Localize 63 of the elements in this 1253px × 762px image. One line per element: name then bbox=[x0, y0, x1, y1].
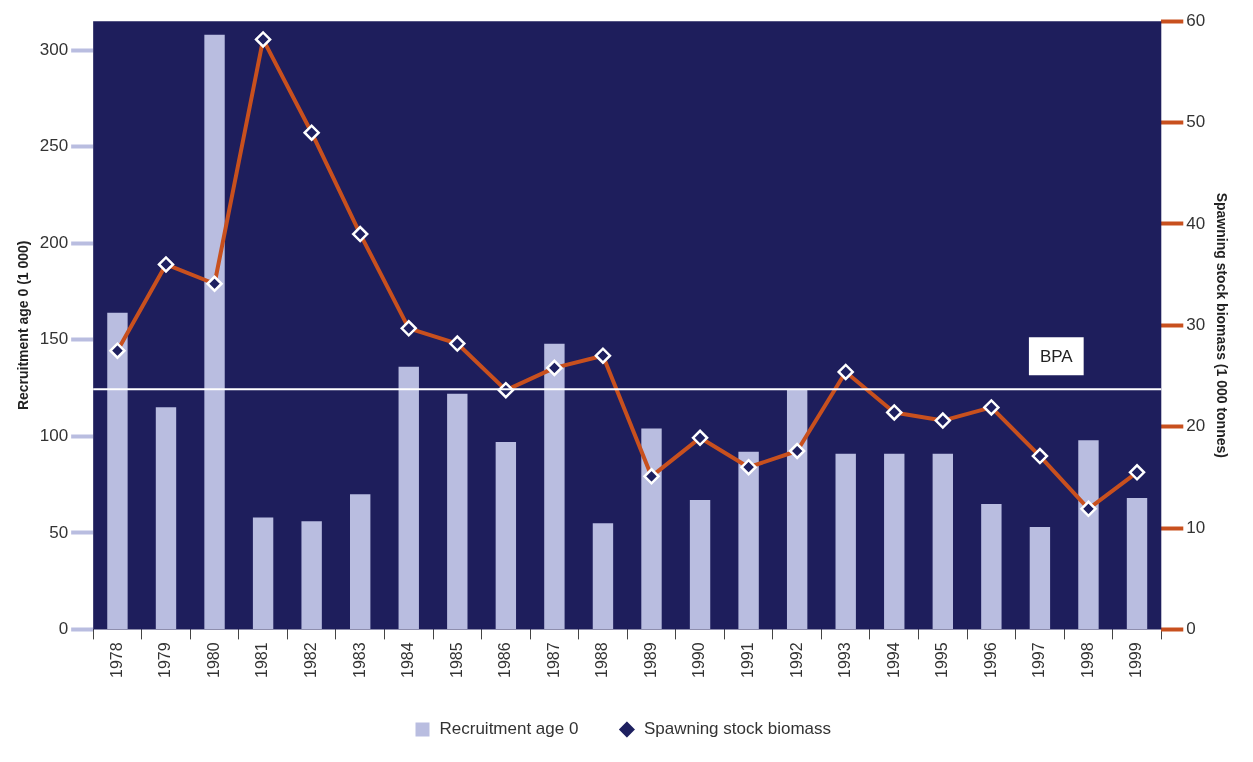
bar bbox=[252, 517, 274, 629]
x-tick-label: 1992 bbox=[787, 642, 805, 678]
bar bbox=[786, 389, 808, 629]
bar bbox=[981, 503, 1002, 629]
y-tick-label: 150 bbox=[39, 329, 69, 349]
x-tick-label: 1999 bbox=[1127, 642, 1145, 678]
y-tick-label: 0 bbox=[58, 619, 69, 639]
y-tick-label: 300 bbox=[39, 39, 69, 59]
y2-tick-label: 40 bbox=[1186, 213, 1206, 233]
bar bbox=[447, 393, 468, 629]
bar bbox=[1029, 527, 1051, 629]
x-tick-label: 1984 bbox=[399, 642, 417, 678]
bar bbox=[350, 494, 371, 629]
bar bbox=[689, 500, 711, 629]
x-tick-label: 1989 bbox=[641, 642, 659, 678]
bar bbox=[301, 521, 322, 629]
ref-line-label: BPA bbox=[1039, 346, 1074, 366]
bar bbox=[641, 428, 662, 629]
bar bbox=[155, 407, 177, 629]
y-tick-label: 100 bbox=[39, 426, 69, 446]
x-tick-label: 1993 bbox=[836, 642, 854, 678]
x-tick-label: 1996 bbox=[981, 642, 999, 678]
bar bbox=[738, 451, 759, 629]
bar bbox=[884, 453, 905, 629]
x-tick-label: 1985 bbox=[447, 642, 465, 678]
y2-tick-label: 0 bbox=[1186, 619, 1196, 639]
y-axis-title: Recruitment age 0 (1 000) bbox=[15, 240, 32, 411]
x-tick-label: 1981 bbox=[253, 642, 271, 678]
x-tick-label: 1988 bbox=[593, 642, 611, 678]
y2-tick-label: 60 bbox=[1186, 10, 1206, 30]
bar bbox=[495, 442, 517, 629]
y2-tick-label: 50 bbox=[1186, 112, 1206, 132]
bar bbox=[932, 453, 954, 629]
bar bbox=[544, 343, 565, 629]
x-tick-label: 1991 bbox=[739, 642, 757, 678]
x-tick-label: 1987 bbox=[544, 642, 562, 678]
bar bbox=[398, 366, 419, 629]
bar bbox=[835, 453, 856, 629]
bar bbox=[592, 523, 614, 629]
y2-tick-label: 30 bbox=[1186, 314, 1206, 334]
x-tick-label: 1980 bbox=[204, 642, 222, 678]
legend-label: Spawning stock biomass bbox=[643, 719, 831, 739]
y2-tick-label: 10 bbox=[1186, 517, 1206, 537]
bar bbox=[1126, 498, 1148, 629]
bar bbox=[204, 34, 225, 629]
bar bbox=[107, 312, 128, 629]
x-tick-label: 1995 bbox=[933, 642, 951, 678]
x-tick-label: 1994 bbox=[884, 642, 902, 678]
y2-axis-title: Spawning stock biomass (1 000 tonnes) bbox=[1213, 192, 1230, 458]
bar bbox=[1078, 440, 1099, 629]
y-tick-label: 250 bbox=[39, 136, 69, 156]
y-tick-label: 50 bbox=[49, 522, 69, 542]
x-tick-label: 1978 bbox=[107, 642, 125, 678]
x-tick-label: 1986 bbox=[496, 642, 514, 678]
y2-tick-label: 20 bbox=[1186, 416, 1206, 436]
x-tick-label: 1983 bbox=[350, 642, 368, 678]
x-tick-label: 1979 bbox=[156, 642, 174, 678]
x-tick-label: 1982 bbox=[302, 642, 320, 678]
y-tick-label: 200 bbox=[39, 232, 69, 252]
legend-label: Recruitment age 0 bbox=[439, 719, 579, 739]
x-tick-label: 1990 bbox=[690, 642, 708, 678]
x-tick-label: 1997 bbox=[1030, 642, 1048, 678]
x-tick-label: 1998 bbox=[1078, 642, 1096, 678]
